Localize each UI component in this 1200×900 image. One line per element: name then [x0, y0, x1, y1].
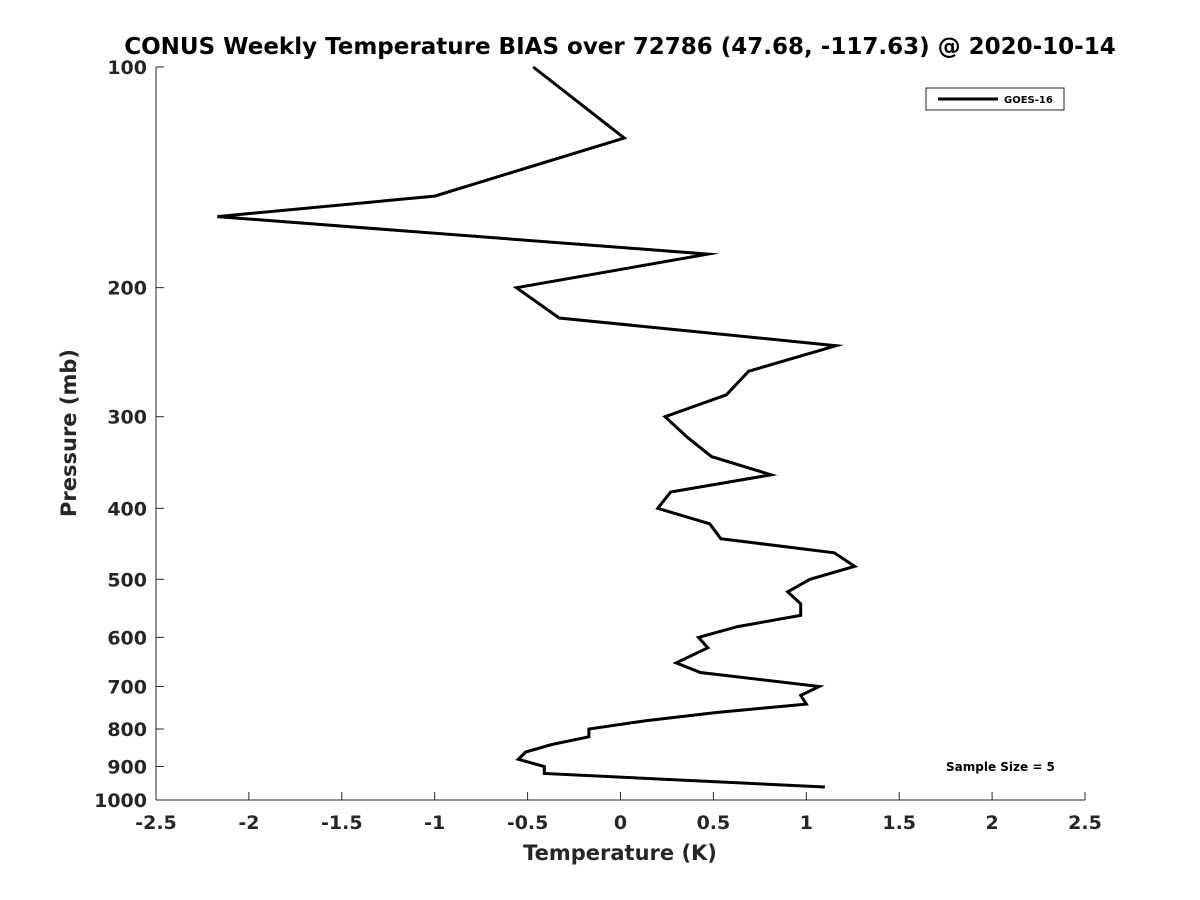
x-tick-label: -1 — [424, 812, 445, 834]
sample-size-annotation: Sample Size = 5 — [946, 760, 1055, 774]
x-tick-label: 2 — [985, 812, 998, 834]
y-tick-label: 400 — [107, 498, 147, 520]
y-tick-label: 900 — [107, 756, 147, 778]
series-layer — [217, 65, 859, 789]
y-tick-label: 300 — [107, 407, 147, 429]
legend-label-goes-16: GOES-16 — [1004, 95, 1053, 106]
y-tick-label: 500 — [107, 569, 147, 591]
chart-title: CONUS Weekly Temperature BIAS over 72786… — [124, 34, 1115, 60]
y-tick-label: 700 — [107, 676, 147, 698]
x-tick-label: 1 — [800, 812, 813, 834]
x-tick-label: 1.5 — [882, 812, 916, 834]
x-axis-label: Temperature (K) — [523, 841, 717, 865]
x-tick-label: 0 — [614, 812, 627, 834]
x-tick-label: 0.5 — [697, 812, 731, 834]
y-tick-label: 1000 — [94, 790, 147, 812]
x-tick-label: -0.5 — [507, 812, 549, 834]
legend: GOES-16 — [925, 87, 1065, 111]
x-ticks: -2.5 -2 -1.5 -1 -0.5 0 0.5 1 1.5 2 2.5 — [135, 792, 1102, 834]
y-ticks: 100 200 300 400 500 600 700 800 900 1000 — [94, 57, 164, 812]
y-tick-label: 100 — [107, 57, 147, 79]
y-axis-label: Pressure (mb) — [57, 349, 81, 517]
y-tick-label: 200 — [107, 278, 147, 300]
y-tick-label: 600 — [107, 627, 147, 649]
x-tick-label: -1.5 — [321, 812, 363, 834]
x-tick-label: 2.5 — [1068, 812, 1102, 834]
y-tick-label: 800 — [107, 719, 147, 741]
series-line-goes-16 — [217, 65, 859, 789]
x-tick-label: -2 — [238, 812, 259, 834]
x-tick-label: -2.5 — [135, 812, 177, 834]
